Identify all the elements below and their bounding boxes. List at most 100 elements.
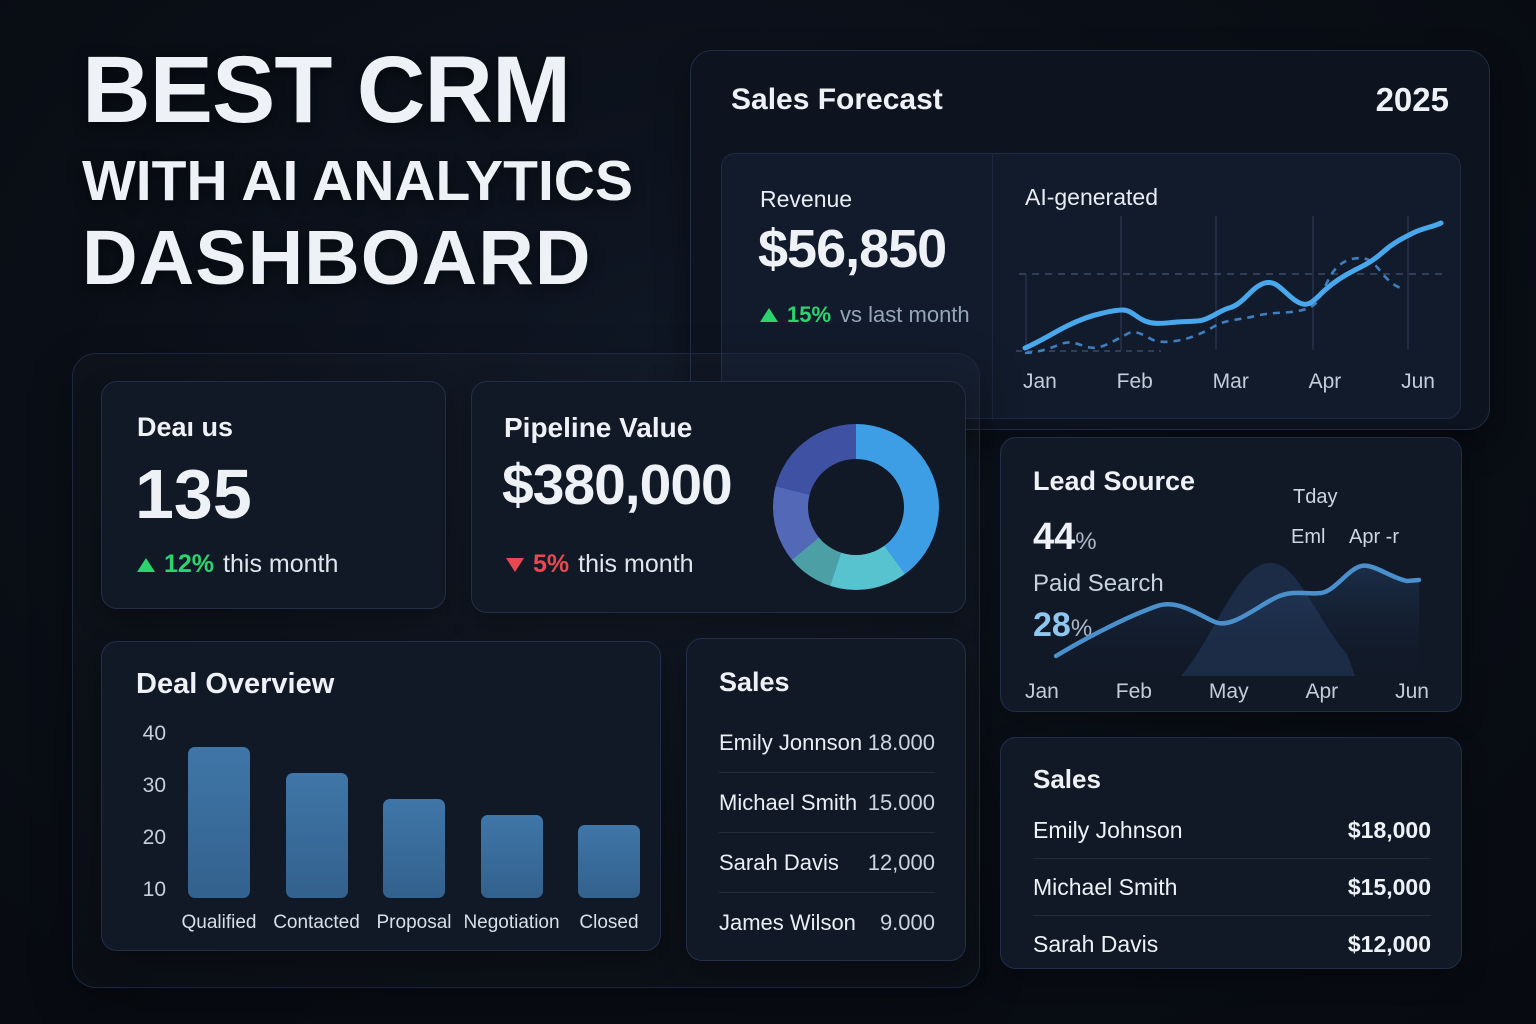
- bar-column: Proposal: [377, 690, 452, 933]
- forecast-solid-series: [1022, 220, 1444, 351]
- pipeline-delta-note: this month: [578, 550, 694, 578]
- lead-source-channel-label: Paid Search: [1033, 570, 1164, 597]
- sales-forecast-year: 2025: [1375, 81, 1449, 118]
- sales-person: Michael Smith: [1033, 873, 1178, 900]
- deal-status-card: Deaı us 135 12% this month: [101, 381, 446, 609]
- lead-source-legend-3: Apr -r: [1349, 526, 1399, 548]
- lead-source-pct-secondary-value: 28: [1033, 606, 1071, 644]
- bar: [480, 815, 543, 898]
- deal-status-value: 135: [135, 455, 252, 533]
- deal-status-delta-note: this month: [223, 550, 339, 578]
- sales-row: Sarah Davis 12,000: [719, 833, 935, 893]
- lead-source-pct-primary-value: 44: [1033, 516, 1076, 558]
- sales-summary-list: Emily Johnson $18,000 Michael Smith $15,…: [1033, 802, 1431, 973]
- sales-person: Sarah Davis: [1033, 931, 1159, 957]
- sales-row: Emily Johnson $18,000: [1033, 802, 1431, 859]
- bar: [188, 747, 250, 898]
- deal-overview-bars: Qualified Contacted Proposal Negotiation Clo…: [182, 690, 640, 933]
- bar-column: Negotiation: [463, 690, 560, 933]
- up-arrow-icon: [137, 557, 155, 572]
- sales-list: Emily Jonnson 18.000 Michael Smith 15.00…: [719, 713, 935, 953]
- revenue-delta: 15% vs last month: [760, 302, 970, 328]
- sales-amount: $18,000: [1347, 816, 1431, 843]
- sales-row: James Wilson 9.000: [719, 893, 935, 953]
- pipeline-title: Pipeline Value: [504, 412, 693, 443]
- bar-label: Closed: [579, 912, 639, 933]
- bar-column: Contacted: [273, 690, 360, 933]
- y-tick: 20: [142, 826, 166, 849]
- metrics-panel: Deaı us 135 12% this month Pipeline Valu…: [72, 353, 980, 988]
- bar-label: Contacted: [273, 912, 360, 933]
- x-tick: Jan: [1023, 370, 1057, 393]
- down-arrow-icon: [506, 557, 524, 572]
- deal-overview-title: Deal Overview: [136, 668, 335, 700]
- lead-source-title: Lead Source: [1033, 466, 1196, 496]
- lead-source-x-axis: Jan Feb May Apr Jun: [1025, 680, 1429, 704]
- forecast-line-chart: [1016, 216, 1444, 355]
- bar-label: Proposal: [376, 912, 452, 933]
- lead-source-line-series: [1053, 563, 1422, 659]
- forecast-dashed-series: [1024, 256, 1406, 355]
- x-tick: Jun: [1401, 370, 1435, 393]
- y-tick: 30: [142, 774, 166, 797]
- sales-amount: 9.000: [879, 910, 935, 935]
- deal-status-delta-value: 12%: [164, 550, 215, 578]
- x-tick: May: [1208, 680, 1249, 703]
- sales-amount: 12,000: [867, 849, 935, 875]
- bar: [383, 799, 445, 898]
- percent-sign: %: [1070, 615, 1093, 642]
- sales-row: Michael Smith $15,000: [1033, 859, 1431, 916]
- x-tick: Apr: [1308, 370, 1342, 393]
- x-tick: Apr: [1305, 680, 1339, 703]
- revenue-label: Revenue: [760, 186, 853, 212]
- forecast-chart-label: AI-generated: [1025, 184, 1158, 210]
- page-title-line1: BEST CRM: [82, 37, 571, 143]
- sales-amount: 18.000: [867, 729, 935, 755]
- pipeline-value: $380,000: [502, 453, 733, 517]
- y-tick: 10: [142, 878, 166, 901]
- deal-status-delta: 12% this month: [137, 550, 338, 579]
- sales-forecast-title: Sales Forecast: [731, 83, 943, 116]
- sales-forecast-panel: Sales Forecast 2025 Revenue $56,850 15% …: [690, 50, 1490, 430]
- sales-forecast-inner-card: Revenue $56,850 15% vs last month AI-gen…: [721, 153, 1462, 420]
- forecast-chart-area: AI-generated Jan Feb Mar Apr J: [992, 154, 1462, 420]
- sales-person: Michael Smith: [719, 789, 858, 815]
- page-title-line3: DASHBOARD: [82, 214, 592, 301]
- x-tick: Jan: [1025, 680, 1059, 703]
- x-tick: Feb: [1116, 370, 1153, 393]
- page-title-line2: WITH AI ANALYTICS: [82, 148, 633, 213]
- sales-list-title: Sales: [719, 667, 790, 697]
- sales-person: Emily Johnson: [1033, 816, 1183, 843]
- bar-column: Qualified: [182, 690, 257, 933]
- sales-person: Emily Jonnson: [719, 729, 863, 755]
- pipeline-donut: [773, 424, 939, 590]
- revenue-delta-value: 15%: [787, 302, 832, 327]
- sales-row: Sarah Davis $12,000: [1033, 916, 1431, 973]
- deal-status-title: Deaı us: [137, 412, 234, 442]
- sales-person: Sarah Davis: [719, 849, 839, 875]
- lead-source-pct-secondary: 28%: [1033, 606, 1092, 645]
- up-arrow-icon: [760, 308, 778, 322]
- percent-sign: %: [1075, 528, 1097, 555]
- sales-amount: $12,000: [1347, 931, 1431, 957]
- y-tick: 40: [142, 722, 166, 745]
- lead-source-pct-primary: 44%: [1033, 516, 1097, 559]
- lead-source-card: Lead Source 44% Paid Search 28% Tday Eml…: [1000, 437, 1462, 712]
- revenue-delta-note: vs last month: [840, 302, 970, 327]
- pipeline-value-card: Pipeline Value $380,000 5% this month: [471, 381, 966, 613]
- bar-label: Negotiation: [463, 912, 560, 933]
- sales-summary-title: Sales: [1033, 764, 1101, 794]
- lead-source-legend-2: Eml: [1291, 526, 1326, 548]
- bar: [285, 773, 348, 898]
- sales-row: Emily Jonnson 18.000: [719, 713, 935, 773]
- deal-overview-card: Deal Overview 40 30 20 10 Qualified Conta…: [101, 641, 661, 951]
- x-tick: Feb: [1115, 680, 1152, 703]
- bar-label: Qualified: [181, 912, 257, 933]
- sales-row: Michael Smith 15.000: [719, 773, 935, 833]
- sales-list-card: Sales Emily Jonnson 18.000 Michael Smith…: [686, 638, 966, 961]
- sales-person: James Wilson: [719, 910, 856, 935]
- x-tick: Jun: [1395, 680, 1429, 703]
- revenue-value: $56,850: [758, 219, 947, 279]
- lead-source-area-chart: [1053, 562, 1422, 676]
